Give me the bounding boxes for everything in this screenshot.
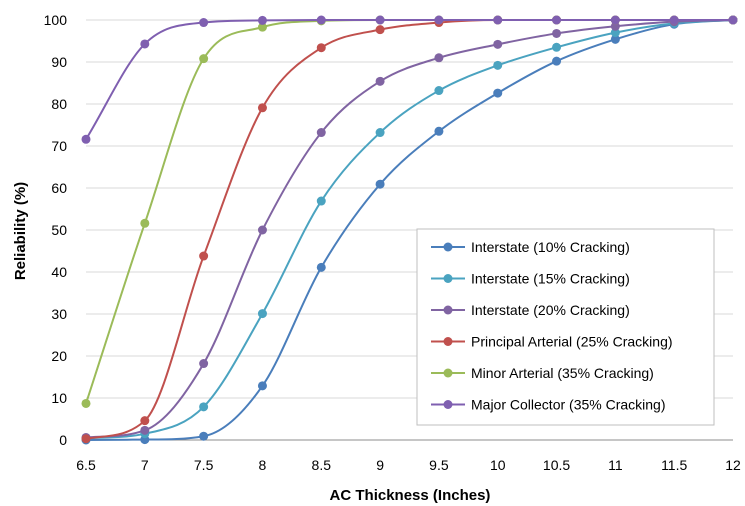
legend-item: Interstate (15% Cracking) <box>431 271 630 287</box>
data-point <box>81 134 91 144</box>
legend-swatch-marker <box>443 368 453 378</box>
y-tick-labels: 0 10 20 30 40 50 60 70 80 90 100 <box>44 12 68 448</box>
data-point <box>493 15 503 25</box>
y-tick-label: 20 <box>51 348 67 364</box>
y-tick-label: 50 <box>51 222 67 238</box>
data-point <box>610 21 620 31</box>
x-tick-labels: 6.5 7 7.5 8 8.5 9 9.5 10 10.5 11 11.5 12 <box>76 457 741 473</box>
data-point <box>257 103 267 113</box>
data-point <box>375 179 385 189</box>
data-point <box>610 15 620 25</box>
data-point <box>552 42 562 52</box>
data-point <box>257 225 267 235</box>
data-series <box>81 15 738 445</box>
legend-swatch-marker <box>443 242 453 252</box>
data-point <box>552 56 562 66</box>
data-point <box>199 431 209 441</box>
data-point <box>669 15 679 25</box>
data-point <box>257 15 267 25</box>
x-tick-label: 7.5 <box>194 457 214 473</box>
data-point <box>375 25 385 35</box>
data-point <box>140 218 150 228</box>
series-line <box>85 19 733 140</box>
legend-label: Interstate (10% Cracking) <box>471 239 630 255</box>
legend-label: Principal Arterial (25% Cracking) <box>471 334 673 350</box>
y-tick-label: 70 <box>51 138 67 154</box>
data-point <box>552 28 562 38</box>
x-tick-label: 9 <box>376 457 384 473</box>
data-point <box>375 128 385 138</box>
legend-items: Interstate (10% Cracking) Interstate (15%… <box>431 239 673 413</box>
y-tick-label: 90 <box>51 54 67 70</box>
legend-item: Principal Arterial (25% Cracking) <box>431 334 673 350</box>
legend-label: Interstate (15% Cracking) <box>471 271 630 287</box>
legend-swatch-marker <box>443 274 453 283</box>
data-point <box>257 309 267 319</box>
y-tick-label: 10 <box>51 390 67 406</box>
legend-item: Interstate (10% Cracking) <box>431 239 630 255</box>
legend-swatch-marker <box>443 305 453 315</box>
data-point <box>434 53 444 63</box>
series-5 <box>81 15 738 144</box>
data-point <box>375 76 385 86</box>
data-point <box>493 88 503 98</box>
data-point <box>493 60 503 70</box>
data-point <box>316 15 326 25</box>
legend-swatch-marker <box>443 337 453 346</box>
y-tick-label: 0 <box>59 432 67 448</box>
data-point <box>199 402 209 412</box>
x-tick-label: 8.5 <box>312 457 332 473</box>
legend-box <box>416 228 715 426</box>
data-point <box>434 126 444 136</box>
data-point <box>316 196 326 206</box>
legend-label: Major Collector (35% Cracking) <box>471 397 666 413</box>
y-axis-title: Reliability (%) <box>12 182 29 280</box>
data-point <box>316 262 326 272</box>
data-point <box>728 15 738 25</box>
data-point <box>81 434 91 444</box>
data-point <box>257 381 267 391</box>
data-point <box>257 22 267 32</box>
y-tick-label: 80 <box>51 96 67 112</box>
x-tick-label: 12 <box>725 457 741 473</box>
x-tick-label: 10 <box>490 457 506 473</box>
data-point <box>199 251 209 261</box>
data-point <box>610 28 620 38</box>
x-axis-title: AC Thickness (Inches) <box>330 487 491 504</box>
legend-item: Minor Arterial (35% Cracking) <box>431 365 654 381</box>
x-tick-label: 11.5 <box>661 457 687 473</box>
legend-label: Interstate (20% Cracking) <box>471 302 630 318</box>
y-tick-label: 30 <box>51 306 67 322</box>
data-point <box>199 54 209 64</box>
data-point <box>199 359 209 369</box>
data-point <box>140 39 150 49</box>
data-point <box>316 128 326 138</box>
y-tick-label: 100 <box>44 12 68 28</box>
x-tick-label: 6.5 <box>76 457 96 473</box>
x-tick-label: 9.5 <box>429 457 449 473</box>
y-tick-label: 40 <box>51 264 67 280</box>
legend-item: Major Collector (35% Cracking) <box>431 397 666 413</box>
data-point <box>552 15 562 25</box>
legend-item: Interstate (20% Cracking) <box>431 302 630 318</box>
x-tick-label: 10.5 <box>543 457 570 473</box>
data-point <box>140 425 150 435</box>
legend-label: Minor Arterial (35% Cracking) <box>471 365 654 381</box>
data-point <box>81 398 91 408</box>
data-point <box>199 18 209 28</box>
y-tick-label: 60 <box>51 180 67 196</box>
legend: Interstate (10% Cracking) Interstate (15%… <box>416 228 715 426</box>
data-point <box>493 39 503 49</box>
x-tick-label: 8 <box>259 457 267 473</box>
legend-swatch-marker <box>443 400 453 409</box>
data-point <box>434 86 444 96</box>
data-point <box>375 15 385 25</box>
data-point <box>610 34 620 44</box>
data-point <box>434 15 444 25</box>
data-point <box>140 416 150 426</box>
data-point <box>316 43 326 53</box>
x-tick-label: 7 <box>141 457 149 473</box>
x-tick-label: 11 <box>608 457 623 473</box>
